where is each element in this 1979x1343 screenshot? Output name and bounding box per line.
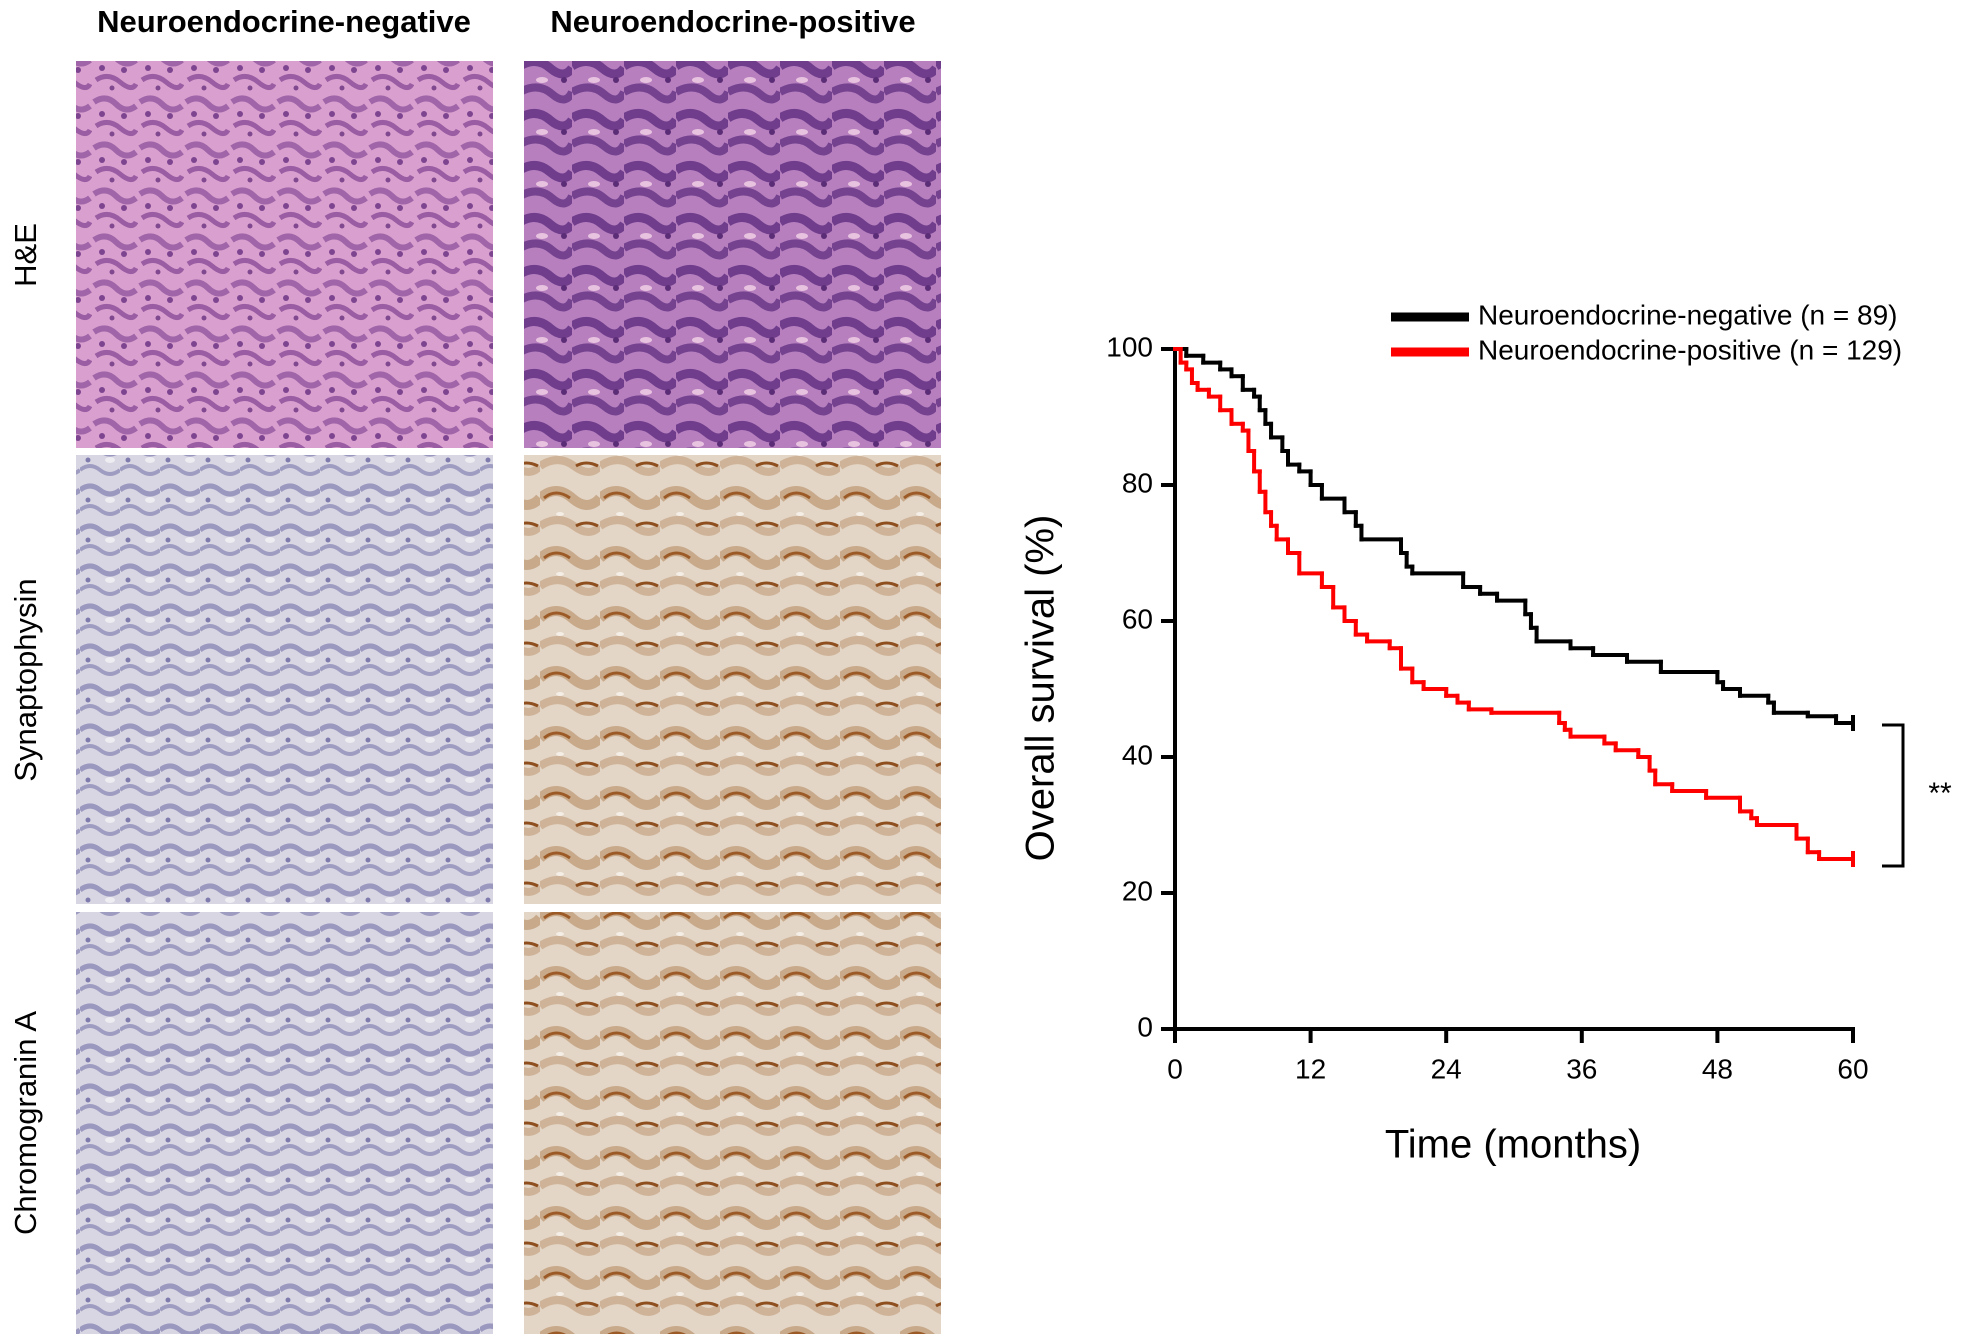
histology-image: [524, 912, 941, 1334]
x-tick-label: 60: [1837, 1053, 1868, 1084]
x-tick-label: 36: [1566, 1053, 1597, 1084]
x-tick-label: 12: [1295, 1053, 1326, 1084]
histology-image: [76, 455, 493, 904]
x-axis-title: Time (months): [1385, 1123, 1641, 1167]
x-tick-label: 24: [1431, 1053, 1462, 1084]
y-tick-label: 80: [1122, 467, 1153, 498]
histology-image: [76, 912, 493, 1334]
significance-bracket: [1882, 723, 1905, 868]
row-label: Chromogranin A: [8, 1011, 43, 1235]
y-tick-label: 100: [1106, 331, 1153, 362]
y-tick-label: 0: [1137, 1011, 1153, 1042]
histology-image: [524, 61, 941, 448]
histology-image: [524, 455, 941, 904]
legend-label: Neuroendocrine-positive (n = 129): [1478, 334, 1902, 365]
legend-label: Neuroendocrine-negative (n = 89): [1478, 299, 1897, 330]
y-tick-label: 60: [1122, 603, 1153, 634]
y-axis-title: Overall survival (%): [1019, 515, 1063, 862]
row-label: H&E: [8, 223, 43, 287]
y-tick-label: 40: [1122, 739, 1153, 770]
x-tick-label: 0: [1167, 1053, 1183, 1084]
x-tick-label: 48: [1702, 1053, 1733, 1084]
y-tick-label: 20: [1122, 875, 1153, 906]
annotation: **: [1928, 777, 1952, 810]
histology-image: [76, 61, 493, 448]
column-header: Neuroendocrine-positive: [550, 4, 915, 39]
column-header: Neuroendocrine-negative: [97, 4, 471, 39]
row-label: Synaptophysin: [8, 578, 43, 781]
